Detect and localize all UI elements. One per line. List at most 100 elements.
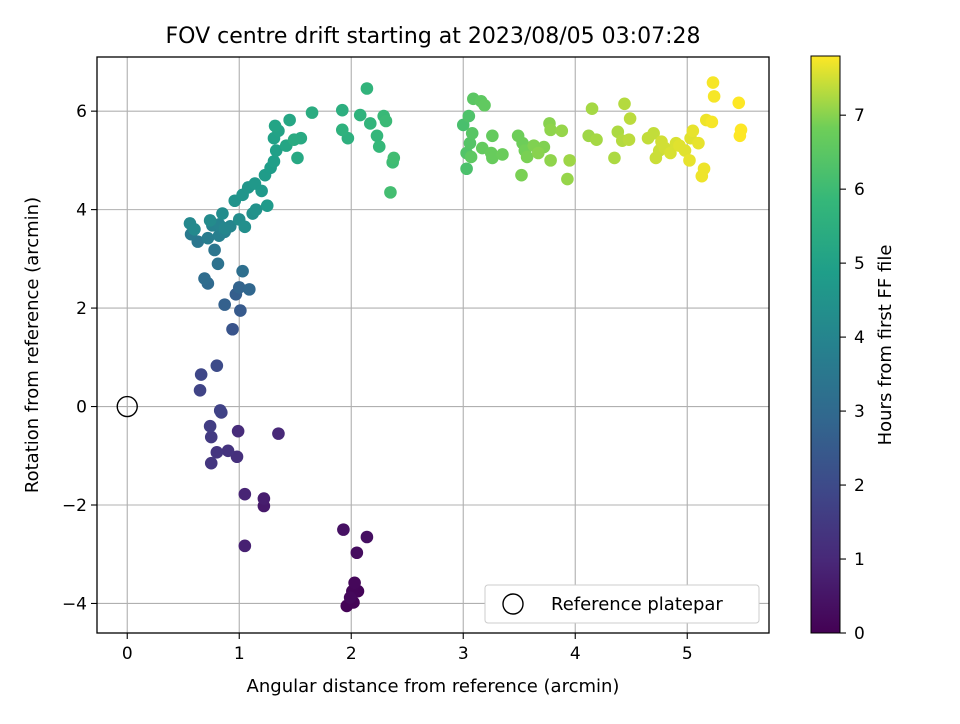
data-point	[203, 214, 217, 227]
data-point	[208, 243, 221, 257]
data-point	[370, 129, 384, 143]
data-point	[204, 430, 218, 444]
data-point	[462, 109, 476, 123]
data-point	[335, 123, 349, 137]
legend: Reference platepar	[484, 584, 760, 624]
data-point	[268, 119, 282, 133]
data-point	[486, 151, 499, 165]
data-point	[269, 144, 283, 157]
data-point	[211, 257, 225, 271]
legend-marker-icon	[502, 593, 524, 615]
data-point	[218, 298, 231, 311]
data-point	[683, 154, 696, 167]
x-axis-ticks: 0 1 2 3 4 5	[122, 633, 693, 664]
data-point	[287, 133, 301, 147]
data-point	[664, 146, 677, 160]
colorbar: 0 1 2 3 4 5 6 7 Hours from first FF file	[810, 55, 896, 644]
data-point	[463, 136, 477, 150]
data-point	[193, 383, 207, 397]
data-point	[305, 106, 319, 119]
data-point	[678, 144, 692, 157]
data-point	[705, 115, 719, 129]
data-point	[360, 82, 374, 95]
data-point	[201, 231, 215, 245]
data-point	[531, 146, 545, 160]
data-point	[515, 168, 528, 182]
y-axis-label: Rotation from reference (arcmin)	[22, 197, 43, 493]
data-points	[183, 76, 748, 613]
data-point	[585, 102, 599, 115]
data-point	[291, 151, 304, 165]
data-point	[561, 172, 574, 186]
data-point	[555, 124, 569, 138]
y-tick-label: 4	[76, 201, 87, 221]
y-tick-label: −4	[62, 594, 87, 614]
x-tick-label: 3	[458, 644, 469, 664]
data-point	[544, 154, 557, 167]
data-point	[706, 76, 720, 89]
data-point	[465, 127, 479, 140]
data-point	[379, 114, 393, 128]
data-point	[387, 151, 401, 165]
data-point	[257, 492, 271, 505]
data-point	[231, 424, 245, 438]
data-point	[563, 154, 576, 167]
colorbar-tick-label: 7	[854, 106, 865, 126]
data-point	[267, 155, 281, 168]
data-point	[272, 427, 285, 440]
colorbar-tick-label: 6	[854, 180, 865, 200]
data-point	[337, 523, 350, 536]
data-point	[213, 404, 227, 417]
data-point	[243, 283, 256, 296]
data-point	[218, 222, 231, 235]
data-point	[234, 304, 247, 317]
colorbar-ticks: 0 1 2 3 4 5 6 7	[840, 106, 865, 644]
data-point	[732, 96, 746, 110]
data-point	[283, 113, 296, 127]
y-axis-ticks: −4 −2 0 2 4 6	[62, 102, 97, 614]
y-tick-label: 6	[76, 102, 87, 122]
data-point	[238, 487, 252, 501]
colorbar-tick-label: 0	[854, 624, 865, 644]
data-point	[384, 186, 397, 199]
x-tick-label: 4	[570, 644, 581, 664]
data-point	[255, 184, 268, 198]
data-point	[210, 446, 224, 459]
data-point	[230, 450, 244, 464]
data-point	[478, 98, 491, 112]
data-point	[520, 150, 534, 164]
data-point	[363, 117, 377, 130]
data-point	[464, 150, 478, 164]
data-point	[216, 207, 229, 220]
colorbar-tick-label: 4	[854, 328, 865, 348]
data-point	[647, 127, 660, 140]
data-point	[210, 359, 224, 372]
colorbar-tick-label: 2	[854, 476, 865, 496]
data-point	[194, 368, 208, 381]
data-point	[623, 112, 637, 125]
y-tick-label: 2	[76, 299, 87, 319]
data-point	[707, 90, 721, 103]
chart-title: FOV centre drift starting at 2023/08/05 …	[166, 24, 701, 49]
y-tick-label: −2	[62, 496, 87, 516]
x-tick-label: 5	[682, 644, 693, 664]
x-axis-label: Angular distance from reference (arcmin)	[247, 676, 620, 697]
data-point	[203, 419, 217, 433]
data-point	[335, 103, 349, 117]
data-point	[238, 220, 252, 234]
data-point	[221, 444, 235, 458]
data-point	[360, 530, 374, 544]
x-tick-label: 1	[234, 644, 245, 664]
data-point	[460, 162, 473, 176]
colorbar-tick-label: 1	[854, 550, 865, 570]
data-point	[622, 133, 636, 147]
colorbar-gradient	[810, 55, 841, 634]
data-point	[734, 123, 748, 137]
data-point	[238, 539, 252, 553]
data-point	[353, 108, 367, 122]
data-point	[343, 591, 357, 604]
reference-marker	[116, 395, 138, 418]
legend-label: Reference platepar	[551, 594, 723, 615]
data-point	[590, 133, 603, 147]
